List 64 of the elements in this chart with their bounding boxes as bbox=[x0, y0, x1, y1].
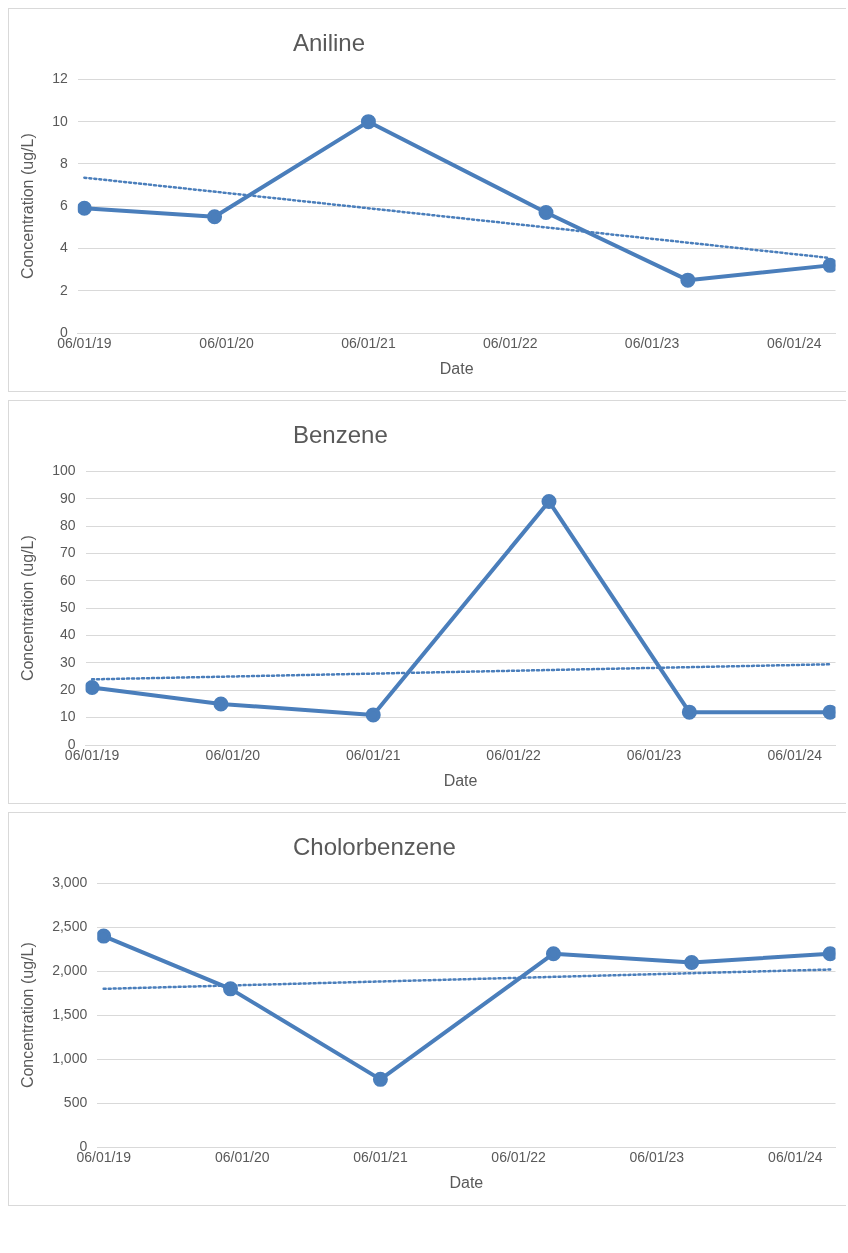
x-tick-label: 06/01/20 bbox=[205, 747, 261, 764]
y-tick-label: 70 bbox=[59, 544, 76, 561]
y-tick-label: 90 bbox=[59, 489, 76, 506]
y-axis-title: Concentration (ug/L) bbox=[19, 133, 37, 280]
y-tick-label: 100 bbox=[52, 462, 76, 479]
y-axis-title: Concentration (ug/L) bbox=[19, 535, 37, 682]
point bbox=[77, 200, 92, 216]
x-tick-label: 06/01/20 bbox=[214, 1149, 270, 1166]
point bbox=[85, 680, 100, 696]
point bbox=[822, 257, 836, 273]
point bbox=[680, 272, 696, 288]
y-tick-label: 10 bbox=[52, 112, 68, 129]
x-axis-title: Date bbox=[443, 771, 478, 789]
y-tick-label: 12 bbox=[52, 70, 68, 87]
point bbox=[207, 209, 223, 225]
x-tick-label: 06/01/23 bbox=[629, 1149, 685, 1166]
y-axis-title: Concentration (ug/L) bbox=[19, 942, 37, 1089]
x-tick-label: 06/01/23 bbox=[624, 335, 680, 352]
point bbox=[684, 954, 700, 970]
y-tick-label: 1,000 bbox=[52, 1049, 88, 1066]
x-tick-label: 06/01/21 bbox=[353, 1149, 408, 1166]
x-tick-label: 06/01/24 bbox=[768, 1149, 823, 1166]
y-tick-label: 3,000 bbox=[52, 874, 88, 891]
point bbox=[538, 205, 554, 221]
point bbox=[360, 114, 376, 130]
x-tick-label: 06/01/22 bbox=[491, 1149, 547, 1166]
chart-title: Benzene bbox=[292, 420, 389, 450]
y-tick-label: 50 bbox=[59, 599, 76, 616]
y-tick-label: 20 bbox=[59, 681, 76, 698]
y-tick-label: 4 bbox=[59, 239, 68, 256]
x-tick-label: 06/01/21 bbox=[345, 747, 401, 764]
y-tick-label: 1,500 bbox=[52, 1006, 88, 1023]
x-axis-title: Date bbox=[439, 359, 474, 377]
y-tick-label: 2,500 bbox=[52, 918, 88, 935]
point bbox=[97, 928, 112, 944]
point bbox=[822, 704, 836, 720]
point bbox=[822, 946, 836, 962]
y-tick-label: 10 bbox=[59, 708, 76, 725]
y-tick-label: 8 bbox=[59, 154, 68, 171]
point bbox=[545, 946, 561, 962]
y-tick-label: 500 bbox=[63, 1093, 88, 1110]
point bbox=[372, 1071, 388, 1087]
x-tick-label: 06/01/24 bbox=[767, 335, 822, 352]
point bbox=[681, 704, 697, 720]
x-tick-label: 06/01/24 bbox=[767, 747, 823, 764]
chart-title: Cholorbenzene bbox=[292, 832, 457, 862]
chart-title: Aniline bbox=[292, 28, 367, 58]
y-tick-label: 60 bbox=[59, 571, 76, 588]
y-tick-label: 2 bbox=[59, 281, 68, 298]
point bbox=[213, 696, 229, 712]
point bbox=[541, 494, 557, 509]
y-tick-label: 6 bbox=[59, 197, 68, 214]
x-axis-title: Date bbox=[449, 1173, 484, 1191]
x-tick-label: 06/01/23 bbox=[626, 747, 682, 764]
x-tick-label: 06/01/22 bbox=[483, 335, 538, 352]
x-tick-label: 06/01/20 bbox=[199, 335, 255, 352]
y-tick-label: 2,000 bbox=[52, 962, 88, 979]
x-tick-label: 06/01/22 bbox=[486, 747, 542, 764]
y-tick-label: 80 bbox=[59, 516, 76, 533]
point bbox=[223, 981, 238, 997]
y-tick-label: 40 bbox=[59, 626, 76, 643]
point bbox=[365, 707, 381, 723]
y-tick-label: 30 bbox=[59, 653, 76, 670]
x-tick-label: 06/01/21 bbox=[341, 335, 396, 352]
